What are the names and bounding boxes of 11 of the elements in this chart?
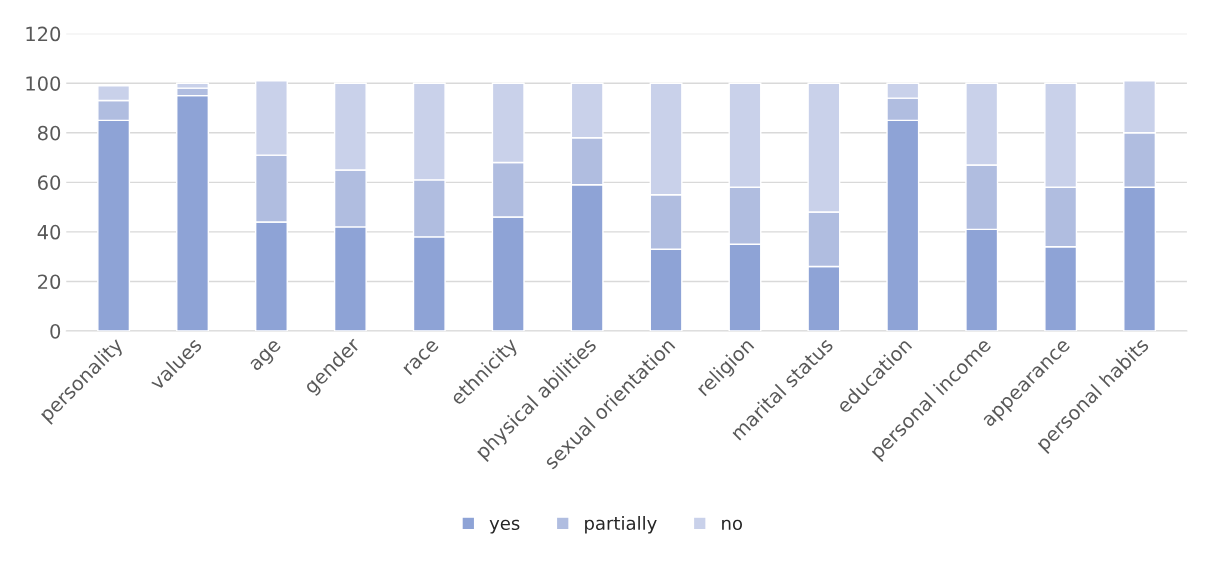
legend-label: no: [722, 519, 743, 531]
y-tick-label: 60: [38, 175, 61, 190]
x-tick-label: age: [249, 339, 285, 374]
y-tick-label: 0: [50, 323, 61, 339]
y-tick-label: 120: [26, 26, 61, 42]
y-tick-label: 80: [37, 125, 61, 141]
y-tick-label: 100: [26, 76, 61, 91]
legend-label: partially: [585, 516, 657, 534]
legend-label: yes: [489, 519, 520, 534]
y-tick-label: 20: [38, 274, 61, 290]
y-tick-label: 40: [37, 224, 61, 240]
